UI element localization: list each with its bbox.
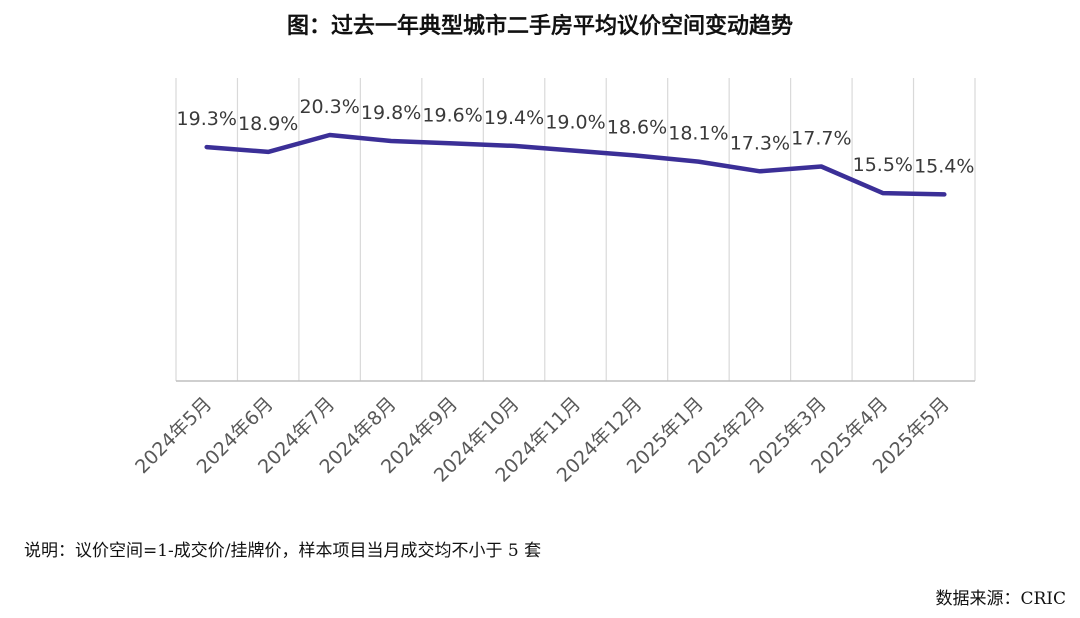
data-label: 17.3% bbox=[730, 132, 790, 154]
data-label: 15.5% bbox=[853, 154, 913, 176]
chart-note: 说明：议价空间=1-成交价/挂牌价，样本项目当月成交均不小于 5 套 bbox=[24, 541, 542, 561]
data-label: 17.7% bbox=[791, 127, 851, 149]
series-line bbox=[204, 132, 947, 197]
data-labels: 19.3% 18.9%20.3% 19.8% 19.6% 19.4% 19.0% 18.6%… bbox=[177, 96, 975, 177]
data-source: 数据来源：CRIC bbox=[935, 589, 1066, 609]
data-label: 19.6% bbox=[422, 104, 482, 126]
data-label: 18.6% bbox=[607, 117, 667, 139]
data-label: 19.0% bbox=[545, 112, 605, 134]
data-label: 19.3% bbox=[177, 108, 237, 130]
data-label: 19.4% bbox=[484, 107, 544, 129]
data-label: 19.8% bbox=[361, 102, 421, 124]
chart-title: 图：过去一年典型城市二手房平均议价空间变动趋势 bbox=[286, 13, 793, 39]
data-label: 15.4% bbox=[914, 155, 974, 177]
data-label: 18.1% bbox=[668, 123, 728, 145]
data-label: 20.3% bbox=[299, 96, 359, 118]
series-layer bbox=[204, 132, 947, 197]
x-tick-labels: 2024年5月2024年6月2024年7月2024年8月2024年9月2024年… bbox=[131, 393, 954, 487]
data-label: 18.9% bbox=[238, 113, 298, 135]
grid-lines bbox=[175, 78, 976, 381]
